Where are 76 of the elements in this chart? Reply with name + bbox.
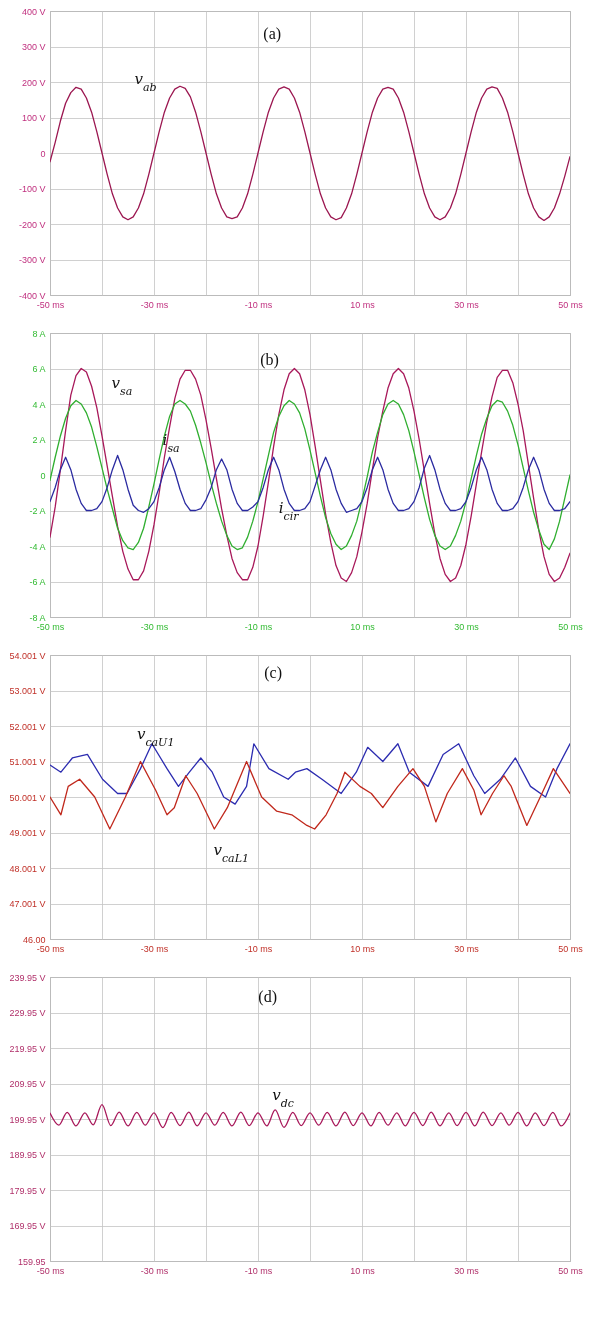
- text: (c): [264, 663, 282, 682]
- x-tick-label: 30 ms: [454, 299, 480, 310]
- y-tick-label: 47.001 V: [9, 899, 46, 909]
- y-tick-label: -2 A: [29, 506, 46, 516]
- y-tick-label: 52.001 V: [9, 721, 46, 732]
- text: (b): [260, 351, 279, 370]
- x-tick-label: 30 ms: [454, 943, 480, 954]
- y-tick-label: 8 A: [32, 328, 46, 339]
- y-tick-label: -4 A: [29, 541, 46, 552]
- y-tick-label: 199.95 V: [9, 1114, 46, 1125]
- y-tick-label: 4 A: [32, 399, 46, 410]
- y-tick-label: 46.00: [22, 934, 46, 945]
- x-tick-label: -10 ms: [244, 299, 273, 310]
- y-tick-label: -6 A: [29, 577, 46, 587]
- y-tick-label: -100 V: [18, 184, 46, 194]
- y-tick-label: 239.95 V: [9, 972, 46, 983]
- line-series: [50, 760, 570, 830]
- y-tick-label: 54.001 V: [9, 650, 46, 661]
- text: (a): [263, 25, 282, 44]
- series-label: v$_{caU1}$: [136, 724, 175, 749]
- y-tick-label: -200 V: [18, 219, 46, 230]
- y-tick-label: 51.001 V: [9, 757, 46, 767]
- y-tick-label: 189.95 V: [9, 1150, 46, 1160]
- y-tick-label: -8 A: [29, 612, 46, 623]
- x-tick-label: 30 ms: [454, 1265, 480, 1276]
- y-tick-label: 0: [40, 148, 46, 159]
- series-label: i$_{cir}$: [278, 499, 300, 523]
- x-tick-label: -30 ms: [140, 943, 169, 954]
- y-tick-label: 169.95 V: [9, 1221, 46, 1231]
- series-label: v$_{sa}$: [111, 374, 133, 398]
- line-series: [50, 454, 570, 513]
- x-tick-label: 10 ms: [350, 943, 376, 954]
- y-tick-label: 53.001 V: [9, 686, 46, 696]
- y-tick-label: 219.95 V: [9, 1043, 46, 1054]
- x-tick-label: 10 ms: [350, 299, 376, 310]
- y-tick-label: 100 V: [21, 113, 46, 123]
- y-tick-label: 2 A: [32, 435, 46, 445]
- y-tick-label: 300 V: [21, 42, 46, 52]
- line-series: [50, 85, 570, 222]
- y-tick-label: 179.95 V: [9, 1185, 46, 1196]
- y-tick-label: 48.001 V: [9, 863, 46, 874]
- x-tick-label: 50 ms: [558, 621, 584, 632]
- y-tick-label: 400 V: [21, 6, 46, 17]
- y-tick-label: -300 V: [18, 255, 46, 265]
- x-tick-label: 10 ms: [350, 1265, 376, 1276]
- y-tick-label: 159.95: [17, 1256, 46, 1267]
- x-tick-label: 10 ms: [350, 621, 376, 632]
- line-series: [50, 367, 570, 583]
- y-tick-label: 49.001 V: [9, 828, 46, 838]
- y-tick-label: 229.95 V: [9, 1008, 46, 1018]
- text: (d): [258, 987, 277, 1006]
- x-tick-label: -50 ms: [36, 299, 65, 310]
- x-tick-label: -30 ms: [140, 1265, 169, 1276]
- series-label: v$_{caL1}$: [213, 841, 249, 865]
- x-tick-label: -50 ms: [36, 1265, 65, 1276]
- series-label: v$_{ab}$: [134, 69, 157, 94]
- y-tick-label: 200 V: [21, 77, 46, 88]
- y-tick-label: 50.001 V: [9, 792, 46, 803]
- series-label: i$_{sa}$: [162, 431, 180, 455]
- line-series: [50, 399, 570, 551]
- y-tick-label: 0: [40, 470, 46, 481]
- x-tick-label: 50 ms: [558, 1265, 584, 1276]
- x-tick-label: 50 ms: [558, 943, 584, 954]
- x-tick-label: -10 ms: [244, 1265, 273, 1276]
- x-tick-label: 30 ms: [454, 621, 480, 632]
- series-label: v$_{dc}$: [272, 1086, 294, 1110]
- x-tick-label: 50 ms: [558, 299, 584, 310]
- x-tick-label: -10 ms: [244, 943, 273, 954]
- x-tick-label: -30 ms: [140, 299, 169, 310]
- y-tick-label: 6 A: [32, 364, 46, 374]
- y-tick-label: 209.95 V: [9, 1079, 46, 1089]
- y-tick-label: -400 V: [18, 290, 46, 301]
- x-tick-label: -10 ms: [244, 621, 273, 632]
- x-tick-label: -50 ms: [36, 943, 65, 954]
- x-tick-label: -50 ms: [36, 621, 65, 632]
- x-tick-label: -30 ms: [140, 621, 169, 632]
